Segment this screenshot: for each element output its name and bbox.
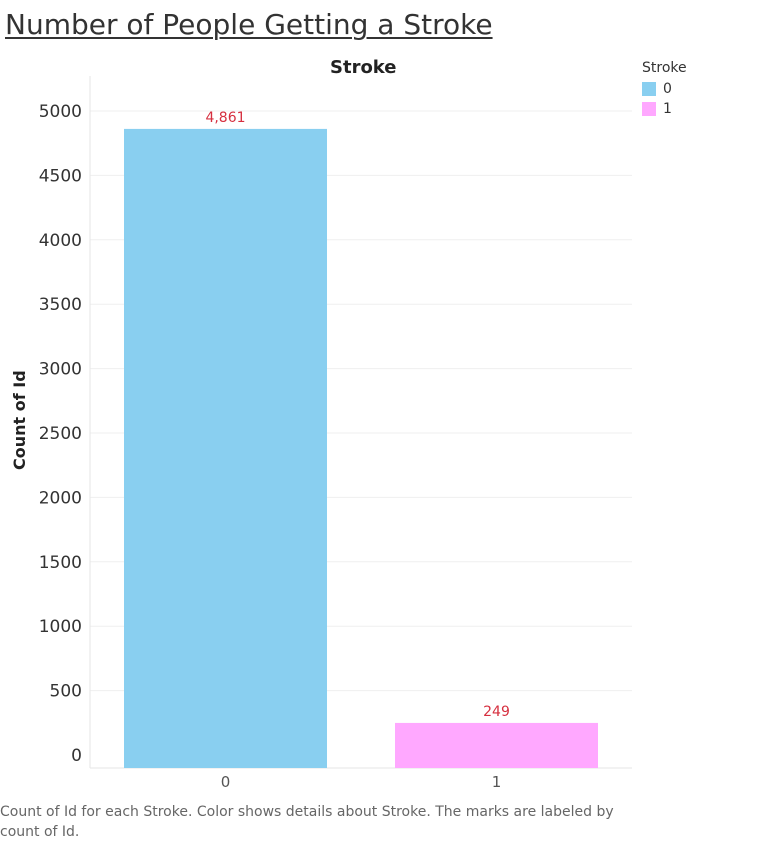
y-tick-label-500: 500 <box>50 682 82 702</box>
legend-swatch-1 <box>642 102 656 116</box>
legend-title: Stroke <box>642 60 687 76</box>
y-tick-label-0: 0 <box>71 746 82 766</box>
y-tick-label-4500: 4500 <box>39 166 82 186</box>
x-tick-label-1: 1 <box>492 773 502 791</box>
legend-item-0[interactable]: 0 <box>642 79 687 99</box>
legend-label-0: 0 <box>663 81 672 97</box>
x-tick-label-0: 0 <box>221 773 231 791</box>
chart-title: Number of People Getting a Stroke <box>5 8 493 41</box>
y-tick-label-2500: 2500 <box>39 424 82 444</box>
y-tick-label-4000: 4000 <box>39 231 82 251</box>
legend-item-1[interactable]: 1 <box>642 99 687 119</box>
y-tick-label-1500: 1500 <box>39 553 82 573</box>
legend: Stroke 0 1 <box>642 60 687 119</box>
legend-swatch-0 <box>642 82 656 96</box>
y-tick-label-3500: 3500 <box>39 295 82 315</box>
x-header-label: Stroke <box>330 57 397 78</box>
bar-0 <box>124 128 327 768</box>
bar-1 <box>395 722 598 768</box>
y-tick-label-1000: 1000 <box>39 617 82 637</box>
y-tick-label-5000: 5000 <box>39 102 82 122</box>
y-tick-label-2000: 2000 <box>39 488 82 508</box>
bar-value-label-0: 4,861 <box>205 110 245 126</box>
y-tick-label-3000: 3000 <box>39 360 82 380</box>
chart-caption: Count of Id for each Stroke. Color shows… <box>0 804 614 840</box>
bar-value-label-1: 249 <box>483 704 510 720</box>
legend-label-1: 1 <box>663 101 672 117</box>
